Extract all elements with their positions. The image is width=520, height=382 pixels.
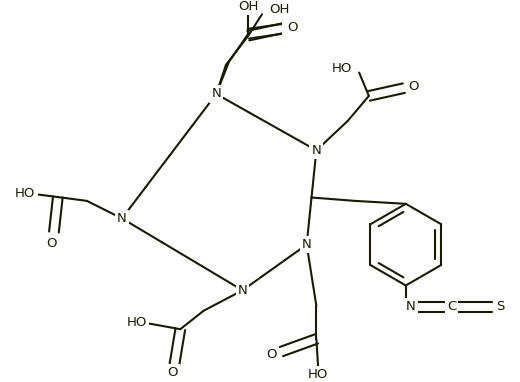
Text: C: C	[447, 300, 456, 313]
Text: N: N	[406, 300, 415, 313]
Text: N: N	[302, 238, 311, 251]
Text: N: N	[311, 144, 321, 157]
Text: N: N	[238, 284, 248, 297]
Text: N: N	[212, 87, 221, 100]
Text: OH: OH	[270, 3, 290, 16]
Text: HO: HO	[308, 368, 329, 381]
Text: N: N	[117, 212, 127, 225]
Text: S: S	[496, 300, 504, 313]
Text: O: O	[408, 80, 419, 93]
Text: O: O	[266, 348, 277, 361]
Text: O: O	[287, 21, 297, 34]
Text: O: O	[284, 21, 294, 34]
Text: O: O	[47, 237, 57, 250]
Text: HO: HO	[15, 187, 35, 200]
Text: O: O	[167, 366, 178, 379]
Text: HO: HO	[126, 316, 147, 329]
Text: OH: OH	[238, 0, 258, 13]
Text: HO: HO	[331, 62, 352, 75]
